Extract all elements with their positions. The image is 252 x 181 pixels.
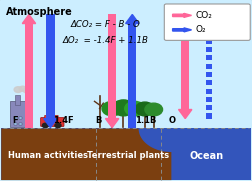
Text: CO₂: CO₂ bbox=[195, 11, 212, 20]
Text: Atmosphere: Atmosphere bbox=[6, 7, 73, 17]
Circle shape bbox=[145, 103, 163, 116]
Circle shape bbox=[112, 100, 135, 116]
Circle shape bbox=[23, 88, 30, 93]
Polygon shape bbox=[105, 119, 119, 128]
Text: Human activities: Human activities bbox=[8, 151, 88, 160]
Text: Terrestrial plants: Terrestrial plants bbox=[87, 151, 170, 160]
Bar bbox=[206, 105, 212, 110]
Bar bbox=[206, 64, 212, 69]
Bar bbox=[108, 14, 116, 119]
Text: O: O bbox=[168, 116, 175, 125]
FancyBboxPatch shape bbox=[164, 4, 250, 40]
Bar bbox=[1, 128, 160, 180]
Bar bbox=[128, 24, 137, 128]
Polygon shape bbox=[203, 14, 215, 24]
Bar bbox=[46, 14, 54, 119]
Circle shape bbox=[14, 87, 22, 92]
Bar bbox=[206, 47, 212, 52]
Text: B: B bbox=[96, 116, 102, 125]
Bar bbox=[1, 128, 251, 180]
Bar bbox=[19, 117, 22, 119]
Text: ΔO₂  = -1.4F + 1.1B: ΔO₂ = -1.4F + 1.1B bbox=[63, 36, 149, 45]
Circle shape bbox=[102, 101, 122, 116]
Circle shape bbox=[135, 102, 154, 116]
Text: O₂: O₂ bbox=[195, 25, 206, 34]
FancyBboxPatch shape bbox=[45, 115, 58, 121]
Bar bbox=[206, 39, 212, 44]
Circle shape bbox=[19, 86, 26, 91]
Bar bbox=[206, 89, 212, 94]
Polygon shape bbox=[44, 119, 57, 128]
Bar bbox=[206, 55, 212, 60]
Bar bbox=[206, 113, 212, 119]
Bar bbox=[15, 95, 20, 105]
FancyArrow shape bbox=[173, 13, 192, 17]
Bar bbox=[206, 97, 212, 102]
FancyBboxPatch shape bbox=[41, 117, 64, 127]
Text: 1.1B: 1.1B bbox=[135, 116, 156, 125]
Bar bbox=[10, 101, 26, 127]
Bar bbox=[206, 80, 212, 85]
FancyArrow shape bbox=[173, 28, 192, 32]
Bar bbox=[206, 72, 212, 77]
Polygon shape bbox=[22, 14, 36, 24]
PathPatch shape bbox=[1, 129, 171, 180]
Bar bbox=[206, 24, 212, 27]
Text: F: F bbox=[12, 116, 18, 125]
Text: ΔCO₂ = F - B - O: ΔCO₂ = F - B - O bbox=[71, 20, 141, 29]
Circle shape bbox=[42, 123, 48, 128]
Bar bbox=[14, 123, 17, 125]
Text: 1.4F: 1.4F bbox=[53, 116, 74, 125]
Circle shape bbox=[55, 123, 61, 128]
Bar bbox=[25, 24, 33, 128]
Bar bbox=[14, 117, 17, 119]
Polygon shape bbox=[125, 14, 139, 24]
Text: Ocean: Ocean bbox=[190, 151, 224, 161]
Bar bbox=[206, 30, 212, 35]
Bar bbox=[19, 123, 22, 125]
Polygon shape bbox=[178, 110, 192, 119]
Circle shape bbox=[125, 101, 145, 116]
Bar bbox=[181, 14, 190, 110]
